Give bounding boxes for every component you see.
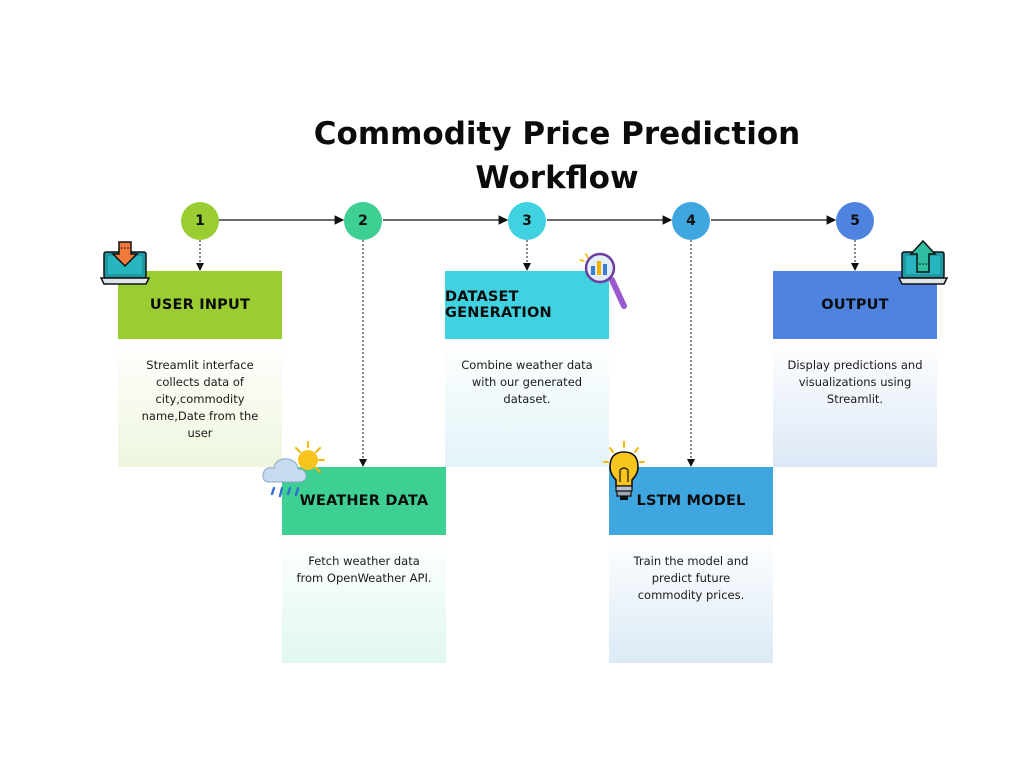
step-description: Streamlit interface collects data of cit…: [118, 339, 282, 467]
laptop-upload-icon: [898, 239, 949, 285]
step-description: Train the model and predict future commo…: [609, 535, 773, 663]
weather-sun-rain-icon: [262, 441, 325, 498]
step-card-weather-data: WEATHER DATA Fetch weather data from Ope…: [282, 467, 446, 663]
step-description: Display predictions and visualizations u…: [773, 339, 937, 467]
step-number-2: 2: [344, 202, 382, 240]
magnifier-chart-icon: [579, 252, 627, 309]
step-card-user-input: USER INPUT Streamlit interface collects …: [118, 271, 282, 467]
step-heading: USER INPUT: [118, 271, 282, 339]
step-card-output: OUTPUT Display predictions and visualiza…: [773, 271, 937, 467]
title-line-1: Commodity Price Prediction: [313, 116, 801, 152]
lightbulb-icon: [603, 441, 645, 500]
step-number-1: 1: [181, 202, 219, 240]
step-description: Fetch weather data from OpenWeather API.: [282, 535, 446, 663]
step-number-5: 5: [836, 202, 874, 240]
step-card-dataset-generation: DATASET GENERATION Combine weather data …: [445, 271, 609, 467]
step-card-lstm-model: LSTM MODEL Train the model and predict f…: [609, 467, 773, 663]
step-heading: LSTM MODEL: [609, 467, 773, 535]
step-number-4: 4: [672, 202, 710, 240]
step-description: Combine weather data with our generated …: [445, 339, 609, 467]
diagram-title: Commodity Price Prediction Workflow: [297, 112, 817, 200]
title-line-2: Workflow: [475, 160, 639, 196]
step-number-3: 3: [508, 202, 546, 240]
laptop-download-icon: [100, 241, 151, 285]
step-heading: WEATHER DATA: [282, 467, 446, 535]
step-heading: DATASET GENERATION: [445, 271, 609, 339]
